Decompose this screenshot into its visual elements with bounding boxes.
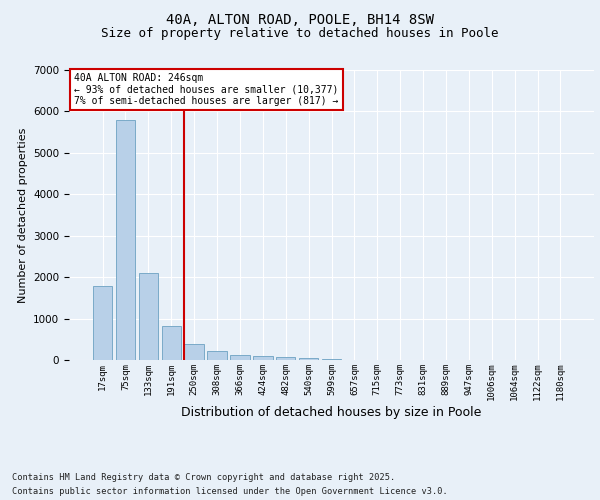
Bar [208, 351, 227, 360]
Text: Contains HM Land Registry data © Crown copyright and database right 2025.: Contains HM Land Registry data © Crown c… [12, 472, 395, 482]
Text: Size of property relative to detached houses in Poole: Size of property relative to detached ho… [101, 28, 499, 40]
Bar [299, 358, 319, 360]
Y-axis label: Number of detached properties: Number of detached properties [17, 128, 28, 302]
Bar [93, 286, 112, 360]
Bar [161, 326, 181, 360]
Bar [230, 354, 250, 360]
Text: 40A ALTON ROAD: 246sqm
← 93% of detached houses are smaller (10,377)
7% of semi-: 40A ALTON ROAD: 246sqm ← 93% of detached… [74, 73, 338, 106]
Bar [139, 273, 158, 360]
Text: 40A, ALTON ROAD, POOLE, BH14 8SW: 40A, ALTON ROAD, POOLE, BH14 8SW [166, 12, 434, 26]
Bar [276, 357, 295, 360]
Bar [253, 356, 272, 360]
Text: Contains public sector information licensed under the Open Government Licence v3: Contains public sector information licen… [12, 488, 448, 496]
Bar [116, 120, 135, 360]
X-axis label: Distribution of detached houses by size in Poole: Distribution of detached houses by size … [181, 406, 482, 419]
Bar [184, 344, 204, 360]
Bar [322, 359, 341, 360]
